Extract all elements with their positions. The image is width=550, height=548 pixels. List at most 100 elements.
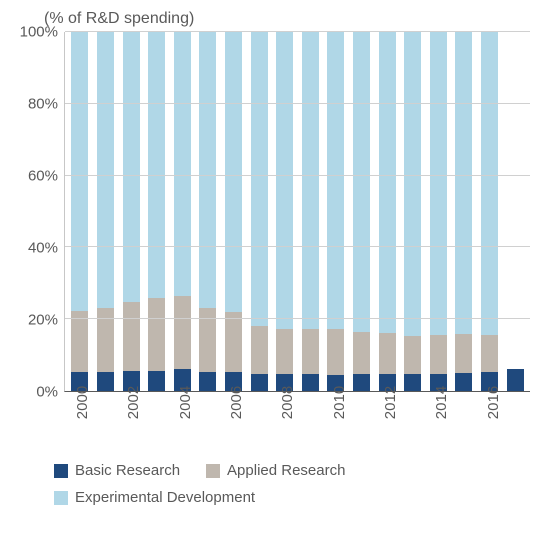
- x-tick-label: 2004: [177, 386, 194, 419]
- y-axis: 0%20%40%60%80%100%: [14, 32, 64, 392]
- y-tick-label: 40%: [28, 240, 58, 257]
- x-tick-label: 2010: [331, 386, 348, 419]
- x-tick: 2016: [477, 394, 510, 448]
- legend-item-applied: Applied Research: [206, 462, 345, 479]
- legend-item-basic: Basic Research: [54, 462, 180, 479]
- plot-row: 0%20%40%60%80%100%: [14, 32, 530, 392]
- bar: [302, 32, 319, 391]
- bar: [404, 32, 421, 391]
- legend-swatch: [54, 491, 68, 505]
- bar-segment-applied: [174, 296, 191, 369]
- bar: [430, 32, 447, 391]
- bar-segment-basic: [353, 374, 370, 391]
- y-tick-label: 100%: [20, 24, 58, 41]
- plot-area: [64, 32, 530, 392]
- chart-subtitle: (% of R&D spending): [44, 10, 530, 28]
- y-tick-label: 60%: [28, 168, 58, 185]
- x-tick-label: 2006: [228, 386, 245, 419]
- gridline: [65, 103, 530, 104]
- x-tick: 2010: [323, 394, 356, 448]
- bar-segment-applied: [430, 335, 447, 374]
- bar-segment-basic: [302, 374, 319, 391]
- legend-label: Basic Research: [75, 462, 180, 479]
- bar-segment-applied: [455, 334, 472, 373]
- bar-segment-basic: [404, 374, 421, 391]
- legend-label: Experimental Development: [75, 489, 255, 506]
- bar-segment-applied: [225, 312, 242, 372]
- bar-segment-applied: [327, 329, 344, 375]
- bar-segment-basic: [251, 374, 268, 391]
- x-tick: 2004: [169, 394, 202, 448]
- x-tick: [356, 394, 374, 448]
- bar: [97, 32, 114, 391]
- bar: [481, 32, 498, 391]
- legend-swatch: [206, 464, 220, 478]
- bar-segment-applied: [379, 333, 396, 374]
- x-tick-label: 2016: [485, 386, 502, 419]
- bar-segment-expdev: [379, 32, 396, 333]
- bar-segment-basic: [507, 369, 524, 391]
- x-axis: 2000 2002 2004 2006 2008 2010 2012 2014 2016: [64, 392, 530, 448]
- bar-segment-applied: [71, 311, 88, 372]
- bar-segment-basic: [97, 372, 114, 391]
- x-tick: 2014: [425, 394, 458, 448]
- x-tick: 2008: [271, 394, 304, 448]
- bar: [455, 32, 472, 391]
- x-tick: [151, 394, 169, 448]
- legend: Basic Research Applied Research Experiment…: [54, 462, 530, 506]
- x-tick-label: 2014: [433, 386, 450, 419]
- bar-segment-applied: [148, 298, 165, 371]
- gridline: [65, 175, 530, 176]
- bar-segment-expdev: [174, 32, 191, 296]
- x-tick-label: 2002: [126, 386, 143, 419]
- bar-segment-expdev: [199, 32, 216, 308]
- x-tick: [253, 394, 271, 448]
- gridline: [65, 31, 530, 32]
- bar: [276, 32, 293, 391]
- bar-segment-expdev: [481, 32, 498, 335]
- x-axis-row: 2000 2002 2004 2006 2008 2010 2012 2014 2016: [14, 392, 530, 448]
- bar-segment-applied: [302, 329, 319, 374]
- y-tick-label: 20%: [28, 312, 58, 329]
- x-tick-label: 2008: [280, 386, 297, 419]
- gridline: [65, 246, 530, 247]
- bar: [353, 32, 370, 391]
- gridline: [65, 318, 530, 319]
- x-tick: 2012: [374, 394, 407, 448]
- x-tick: 2006: [220, 394, 253, 448]
- bar: [379, 32, 396, 391]
- x-tick-label: 2012: [382, 386, 399, 419]
- bar-segment-applied: [404, 336, 421, 374]
- bar-segment-expdev: [302, 32, 319, 329]
- bar: [71, 32, 88, 391]
- bar: [327, 32, 344, 391]
- bar-segment-basic: [199, 372, 216, 391]
- bar: [225, 32, 242, 391]
- x-tick: 2002: [117, 394, 150, 448]
- bars-container: [65, 32, 530, 391]
- x-tick: [510, 394, 528, 448]
- bar-segment-expdev: [71, 32, 88, 311]
- bar-segment-applied: [123, 302, 140, 371]
- x-tick: 2000: [66, 394, 99, 448]
- legend-swatch: [54, 464, 68, 478]
- bar-segment-applied: [251, 326, 268, 374]
- bar-segment-expdev: [97, 32, 114, 308]
- bar-segment-basic: [148, 371, 165, 391]
- bar-segment-expdev: [404, 32, 421, 336]
- y-tick-label: 0%: [36, 384, 58, 401]
- bar: [251, 32, 268, 391]
- bar-segment-applied: [276, 329, 293, 374]
- bar: [174, 32, 191, 391]
- x-tick: [459, 394, 477, 448]
- bar-segment-expdev: [225, 32, 242, 312]
- bar: [148, 32, 165, 391]
- bar-segment-expdev: [327, 32, 344, 329]
- bar-segment-expdev: [455, 32, 472, 334]
- bar-segment-expdev: [251, 32, 268, 326]
- bar: [199, 32, 216, 391]
- bar-segment-expdev: [148, 32, 165, 298]
- bar-segment-applied: [481, 335, 498, 372]
- bar-segment-expdev: [123, 32, 140, 302]
- x-tick: [99, 394, 117, 448]
